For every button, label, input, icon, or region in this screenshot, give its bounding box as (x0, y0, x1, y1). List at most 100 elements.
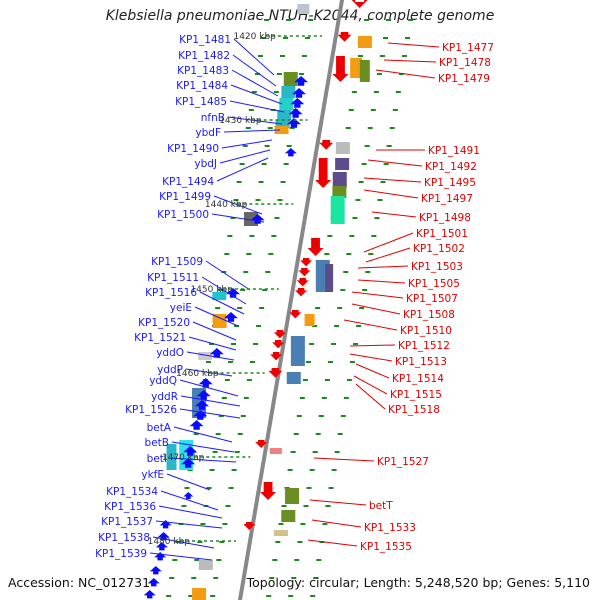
forward-gene-label: KP1_1499 (159, 191, 211, 203)
leader-line (166, 473, 211, 491)
cog-blocks (166, 4, 372, 600)
cog-block (192, 588, 207, 600)
forward-gene-label: KP1_1484 (176, 80, 228, 92)
forward-gene-arrow (292, 88, 307, 98)
cog-block (350, 58, 363, 78)
leader-line (216, 157, 269, 182)
cog-block (269, 448, 282, 454)
cog-block (359, 60, 370, 82)
backbone-line (237, 0, 345, 600)
forward-gene-arrow (286, 118, 301, 128)
forward-gene-label: KP1_1520 (138, 317, 190, 329)
leader-line (387, 42, 440, 48)
cog-block (297, 4, 310, 14)
reverse-gene-arrow (295, 288, 308, 297)
reverse-gene-label: KP1_1512 (398, 340, 450, 352)
leader-line (169, 457, 237, 463)
leader-line (232, 54, 277, 87)
scale-labels: 1420 kbp 1430 kbp 1440 kbp 1450 kbp 1460 kbp… (148, 32, 322, 547)
reverse-gene-label: KP1_1495 (424, 177, 476, 189)
forward-gene-label: KP1_1490 (167, 143, 219, 155)
forward-gene-label: yddQ (149, 375, 177, 387)
reverse-gene-arrow (255, 440, 268, 448)
cog-block (335, 158, 350, 170)
leader-line (219, 149, 271, 164)
forward-gene-arrow (147, 578, 160, 587)
leader-line (194, 306, 239, 327)
reverse-gene-arrow (268, 368, 283, 378)
forward-gene-arrow (284, 148, 297, 157)
forward-gene-arrow (196, 390, 211, 400)
forward-gene-arrow (143, 590, 156, 599)
scale-label: 1420 kbp (233, 32, 276, 42)
cog-block (212, 292, 227, 300)
leader-line (211, 213, 265, 223)
forward-gene-label: KP1_1482 (178, 50, 230, 62)
forward-gene-label: ybdJ (194, 158, 217, 170)
leader-line (351, 303, 401, 315)
leader-line (186, 351, 235, 361)
forward-gene-arrow (209, 348, 224, 358)
gene-labels: KP1_1481 KP1_1482 KP1_1483 KP1_1484 KP1_1485… (95, 34, 494, 560)
cog-block (281, 86, 296, 98)
leader-line (171, 441, 235, 453)
reverse-gene-label: KP1_1514 (392, 373, 444, 385)
leader-line (307, 539, 358, 547)
reverse-gene-label: KP1_1501 (416, 228, 468, 240)
leader-line (149, 552, 213, 561)
cog-block (357, 36, 372, 48)
forward-gene-label: KP1_1509 (151, 256, 203, 268)
reverse-gene-label: KP1_1477 (442, 42, 494, 54)
leader-line (188, 336, 237, 351)
leader-line (213, 195, 263, 215)
forward-gene-arrow (183, 492, 194, 499)
accession-text: Accession: NC_012731 (8, 575, 151, 590)
cog-block (332, 172, 347, 188)
leader-line (179, 379, 239, 397)
leader-line (351, 291, 404, 299)
cog-block (286, 372, 301, 384)
leader-line (343, 319, 398, 331)
forward-gene-arrow (155, 542, 168, 551)
forward-gene-label: KP1_1494 (162, 176, 214, 188)
reverse-gene-arrow (260, 482, 277, 500)
leader-line (349, 344, 396, 347)
cog-block (325, 264, 334, 292)
reverse-gene-arrow (300, 258, 313, 267)
cog-block (290, 336, 305, 366)
forward-gene-arrow (195, 400, 209, 410)
reverse-gene-label: KP1_1527 (377, 456, 429, 468)
leader-line (309, 499, 367, 506)
reverse-gene-arrow (298, 268, 311, 277)
leader-line (313, 457, 375, 462)
leader-line (158, 505, 223, 519)
leader-line (223, 129, 281, 133)
forward-gene-arrow (154, 552, 167, 561)
leader-line (363, 189, 419, 199)
forward-gene-label: KP1_1536 (104, 501, 156, 513)
forward-gene-arrow (223, 312, 238, 322)
forward-gene-label: KP1_1483 (177, 65, 229, 77)
forward-gene-label: yddP (157, 364, 183, 376)
gene-arrows (143, 0, 368, 599)
scale-label: 1450 kbp (190, 285, 233, 295)
leader-line (179, 408, 241, 419)
reverse-gene-label: KP1_1510 (400, 325, 452, 337)
leader-line (363, 177, 422, 183)
reverse-gene-label: KP1_1515 (390, 389, 442, 401)
reverse-gene-label: KP1_1492 (425, 161, 477, 173)
cog-block (274, 126, 289, 134)
cog-block (335, 142, 350, 154)
leader-line (199, 291, 245, 315)
leader-line (355, 363, 390, 379)
reverse-gene-label: KP1_1518 (388, 404, 440, 416)
reverse-gene-arrow (307, 238, 324, 256)
leader-line (357, 279, 406, 284)
cog-block (198, 352, 213, 360)
reverse-gene-arrow (319, 140, 334, 150)
forward-gene-label: KP1_1539 (95, 548, 147, 560)
forward-gene-label: KP1_1516 (145, 287, 197, 299)
leader-line (349, 353, 393, 362)
scale-label: 1440 kbp (205, 200, 248, 210)
reverse-gene-arrow (272, 340, 285, 349)
